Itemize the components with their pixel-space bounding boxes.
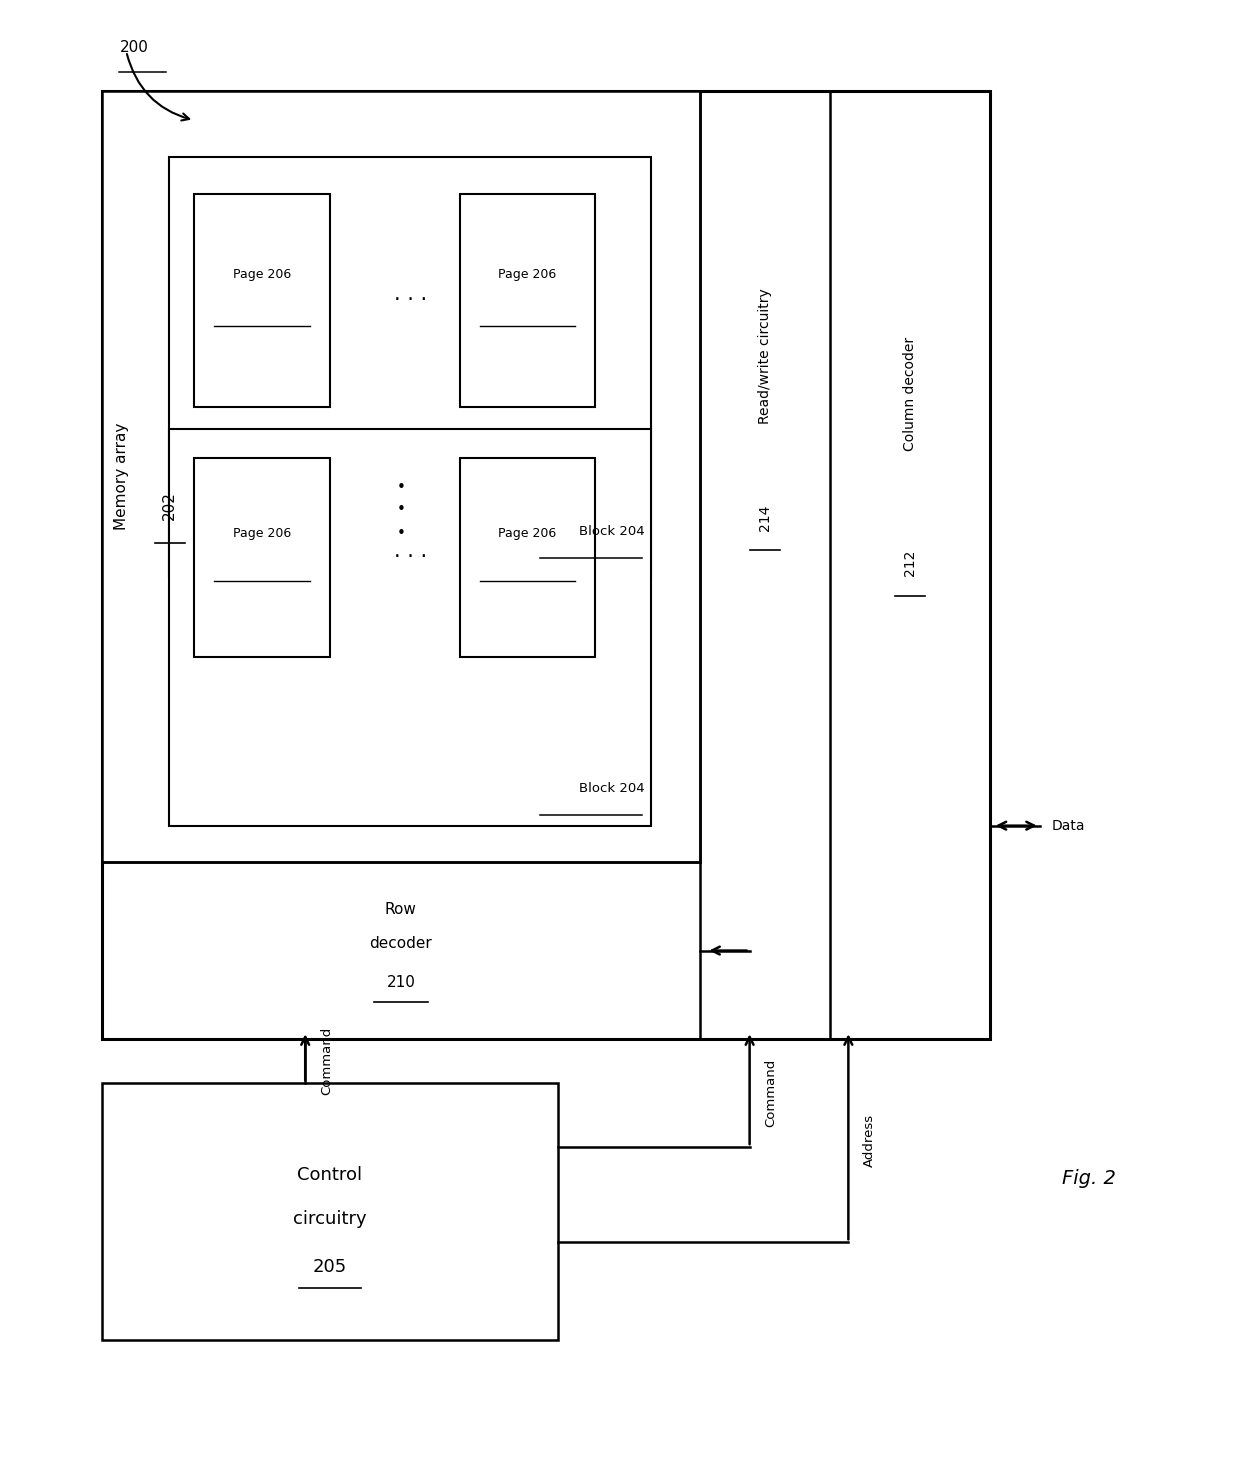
Text: · · ·: · · ·: [393, 547, 427, 568]
Text: Address: Address: [863, 1114, 877, 1167]
Text: •: •: [397, 481, 405, 496]
Bar: [102, 1083, 558, 1339]
Text: Control: Control: [298, 1165, 362, 1183]
Text: Page 206: Page 206: [498, 527, 557, 540]
Text: Memory array: Memory array: [114, 423, 129, 531]
Text: 202: 202: [162, 491, 177, 521]
Text: 214: 214: [758, 504, 773, 531]
Text: 212: 212: [903, 550, 918, 577]
Bar: [195, 459, 330, 656]
Text: decoder: decoder: [370, 935, 433, 951]
Bar: [102, 91, 991, 1038]
Text: Read/write circuitry: Read/write circuitry: [758, 289, 773, 425]
Text: •: •: [397, 502, 405, 518]
Text: 205: 205: [312, 1258, 347, 1276]
Text: Fig. 2: Fig. 2: [1063, 1168, 1116, 1187]
Text: circuitry: circuitry: [293, 1210, 367, 1227]
Text: Page 206: Page 206: [498, 268, 557, 282]
Text: Command: Command: [320, 1027, 334, 1094]
Text: •: •: [397, 525, 405, 541]
Bar: [460, 459, 595, 656]
Bar: [170, 156, 651, 575]
Bar: [460, 193, 595, 407]
Text: Command: Command: [764, 1059, 777, 1127]
Text: 200: 200: [120, 40, 149, 55]
Text: Page 206: Page 206: [233, 527, 291, 540]
Text: 210: 210: [387, 975, 415, 990]
Text: Block 204: Block 204: [579, 525, 645, 538]
Text: Data: Data: [1052, 819, 1085, 833]
Bar: [102, 91, 701, 863]
Text: · · ·: · · ·: [393, 291, 427, 310]
Text: Column decoder: Column decoder: [903, 338, 918, 451]
Bar: [170, 429, 651, 826]
Bar: [195, 193, 330, 407]
Text: Page 206: Page 206: [233, 268, 291, 282]
Text: Row: Row: [384, 901, 417, 917]
Text: Block 204: Block 204: [579, 782, 645, 795]
